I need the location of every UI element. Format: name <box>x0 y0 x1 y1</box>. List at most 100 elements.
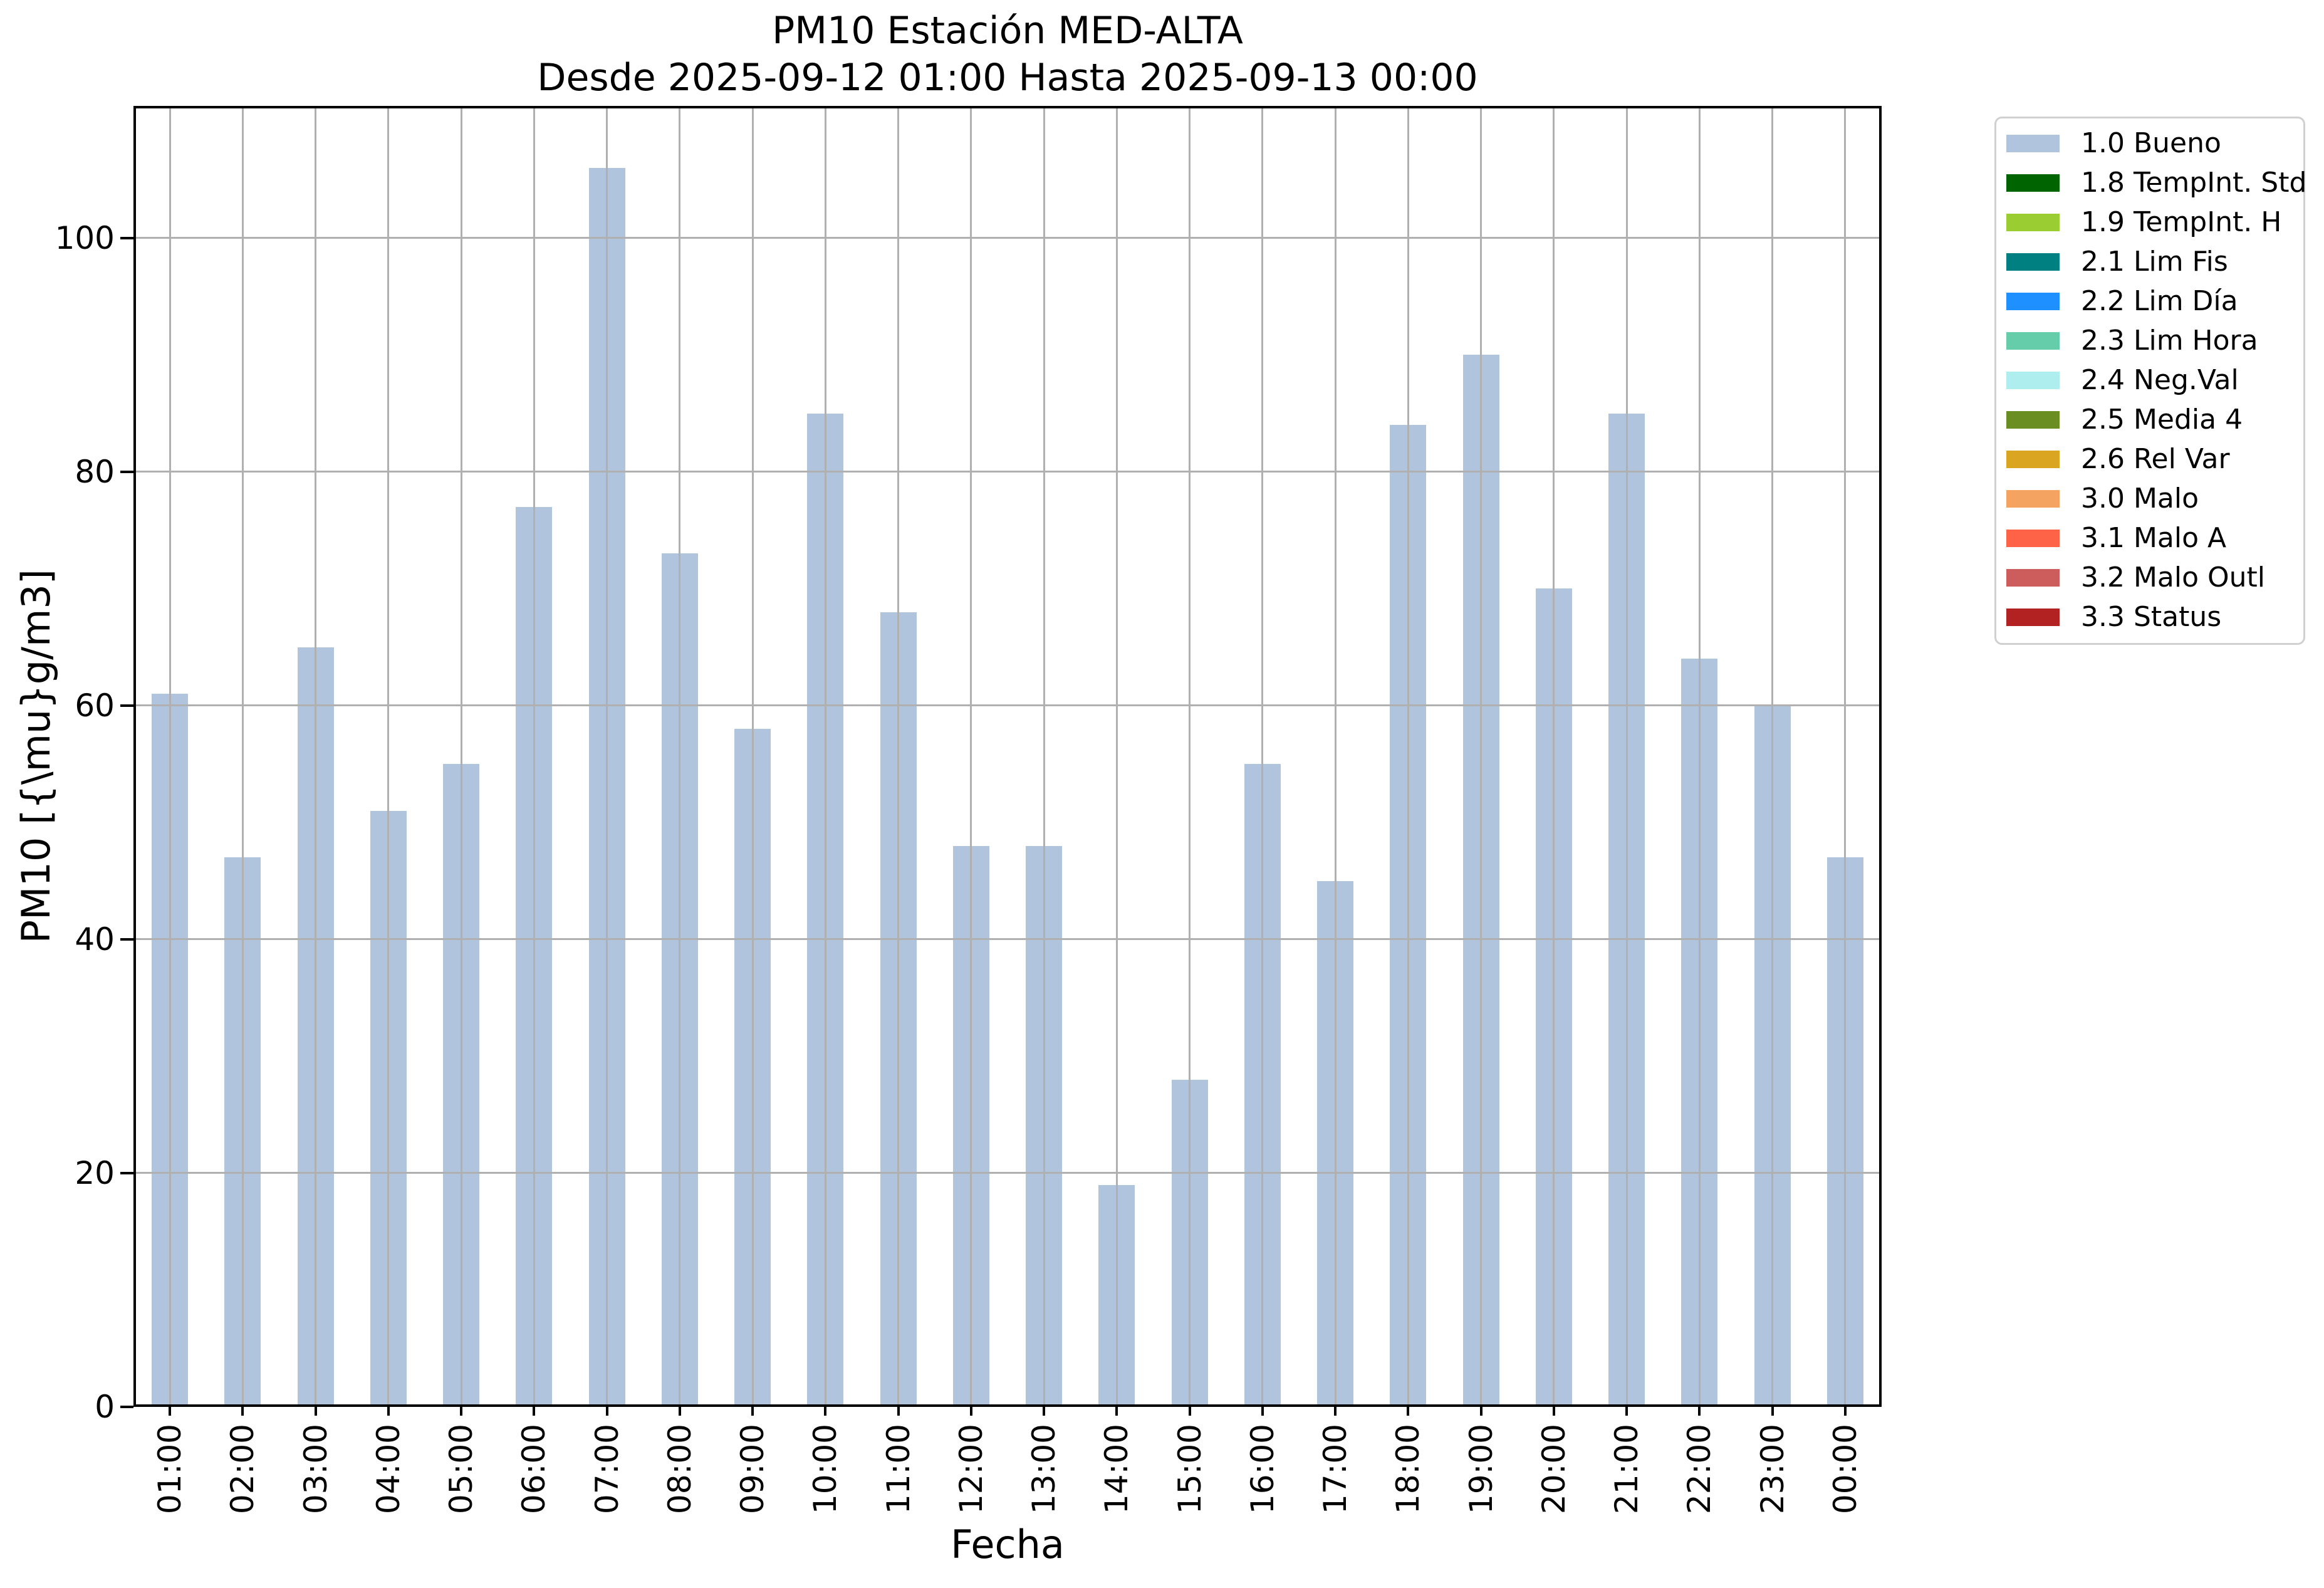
x-tick-mark <box>1407 1407 1410 1416</box>
x-tick-label: 21:00 <box>1608 1424 1645 1515</box>
legend-swatch <box>2006 410 2060 429</box>
x-tick-mark <box>605 1407 608 1416</box>
legend-item: 1.0 Bueno <box>1996 123 2303 163</box>
y-tick-mark <box>120 938 133 941</box>
legend-item: 2.2 Lim Día <box>1996 281 2303 321</box>
y-gridline <box>133 704 1882 707</box>
x-tick-label: 06:00 <box>516 1424 553 1515</box>
x-gridline <box>970 106 972 1407</box>
x-gridline <box>1625 106 1628 1407</box>
x-gridline <box>1407 106 1409 1407</box>
x-tick-label: 03:00 <box>297 1424 334 1515</box>
x-tick-mark <box>169 1407 172 1416</box>
y-tick-label: 40 <box>75 921 115 958</box>
y-tick-label: 20 <box>75 1154 115 1191</box>
x-tick-mark <box>387 1407 390 1416</box>
x-gridline <box>1553 106 1555 1407</box>
legend-label: 3.3 Status <box>2081 601 2222 633</box>
x-tick-label: 15:00 <box>1171 1424 1208 1515</box>
x-gridline <box>1334 106 1337 1407</box>
legend-item: 2.4 Neg.Val <box>1996 360 2303 400</box>
x-gridline <box>751 106 754 1407</box>
x-gridline <box>679 106 681 1407</box>
y-tick-mark <box>120 470 133 473</box>
y-tick-mark <box>120 1406 133 1408</box>
x-tick-mark <box>969 1407 972 1416</box>
x-tick-mark <box>678 1407 681 1416</box>
x-gridline <box>1771 106 1774 1407</box>
x-tick-label: 02:00 <box>224 1424 261 1515</box>
legend-label: 3.1 Malo A <box>2081 522 2227 554</box>
x-gridline <box>460 106 462 1407</box>
x-gridline <box>1844 106 1847 1407</box>
x-tick-mark <box>314 1407 317 1416</box>
x-gridline <box>1043 106 1045 1407</box>
x-gridline <box>241 106 244 1407</box>
y-tick-mark <box>120 1171 133 1174</box>
x-gridline <box>897 106 900 1407</box>
legend-item: 3.2 Malo Outl <box>1996 558 2303 597</box>
legend-swatch <box>2006 608 2060 626</box>
x-tick-mark <box>897 1407 900 1416</box>
y-axis-label: PM10 [{\mu}g/m3] <box>13 569 59 944</box>
legend-item: 3.1 Malo A <box>1996 518 2303 558</box>
y-gridline <box>133 471 1882 473</box>
x-tick-label: 01:00 <box>152 1424 189 1515</box>
legend-item: 1.8 TempInt. Std <box>1996 163 2307 202</box>
legend-swatch <box>2006 213 2060 231</box>
x-tick-mark <box>533 1407 536 1416</box>
x-tick-label: 17:00 <box>1317 1424 1354 1515</box>
x-tick-mark <box>751 1407 754 1416</box>
x-tick-label: 19:00 <box>1462 1424 1499 1515</box>
x-tick-mark <box>824 1407 827 1416</box>
x-tick-label: 23:00 <box>1754 1424 1791 1515</box>
legend-swatch <box>2006 253 2060 271</box>
chart-title-block: PM10 Estación MED-ALTA Desde 2025-09-12 … <box>133 8 1882 102</box>
x-tick-mark <box>1698 1407 1701 1416</box>
legend-swatch <box>2006 332 2060 350</box>
x-tick-label: 04:00 <box>370 1424 407 1515</box>
x-gridline <box>606 106 608 1407</box>
x-gridline <box>533 106 535 1407</box>
x-tick-mark <box>1261 1407 1264 1416</box>
legend-label: 2.2 Lim Día <box>2081 285 2238 317</box>
x-tick-label: 20:00 <box>1535 1424 1572 1515</box>
y-tick-label: 100 <box>55 219 115 256</box>
y-gridline <box>133 237 1882 239</box>
x-gridline <box>824 106 826 1407</box>
x-tick-label: 13:00 <box>1026 1424 1063 1515</box>
legend-item: 3.0 Malo <box>1996 479 2303 518</box>
x-tick-label: 08:00 <box>661 1424 698 1515</box>
x-tick-label: 00:00 <box>1826 1424 1863 1515</box>
chart-title: PM10 Estación MED-ALTA <box>772 9 1243 53</box>
legend-label: 3.0 Malo <box>2081 483 2199 515</box>
legend-item: 2.3 Lim Hora <box>1996 321 2303 360</box>
y-gridline <box>133 1172 1882 1174</box>
x-tick-label: 05:00 <box>443 1424 480 1515</box>
x-tick-mark <box>1334 1407 1337 1416</box>
x-axis-label: Fecha <box>951 1522 1065 1567</box>
x-tick-mark <box>1552 1407 1555 1416</box>
x-tick-label: 14:00 <box>1098 1424 1135 1515</box>
legend-swatch <box>2006 371 2060 389</box>
legend-swatch <box>2006 489 2060 508</box>
x-tick-mark <box>1043 1407 1046 1416</box>
legend-item: 2.1 Lim Fis <box>1996 242 2303 281</box>
legend-swatch <box>2006 174 2060 192</box>
legend-swatch <box>2006 450 2060 468</box>
legend-label: 2.4 Neg.Val <box>2081 364 2239 396</box>
x-tick-mark <box>1115 1407 1118 1416</box>
x-gridline <box>315 106 317 1407</box>
legend-item: 2.6 Rel Var <box>1996 439 2303 479</box>
x-gridline <box>1698 106 1701 1407</box>
chart-subtitle: Desde 2025-09-12 01:00 Hasta 2025-09-13 … <box>537 56 1478 100</box>
x-gridline <box>1189 106 1191 1407</box>
x-tick-mark <box>460 1407 463 1416</box>
y-tick-label: 60 <box>75 687 115 724</box>
legend-label: 1.0 Bueno <box>2081 127 2221 159</box>
legend-label: 1.8 TempInt. Std <box>2081 167 2307 199</box>
x-gridline <box>1480 106 1482 1407</box>
x-gridline <box>1115 106 1118 1407</box>
y-gridline <box>133 938 1882 941</box>
legend-swatch <box>2006 292 2060 310</box>
